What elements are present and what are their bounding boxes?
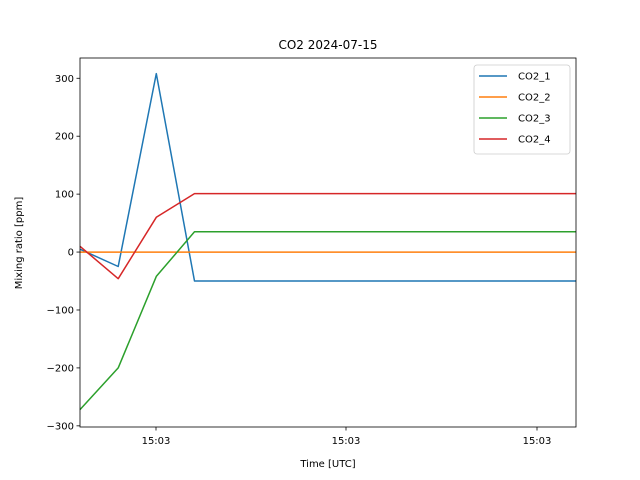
y-tick-label: 200 [55, 132, 74, 143]
y-tick-label: −200 [47, 363, 74, 374]
y-axis: −300 −200 −100 0 100 200 300 [47, 74, 80, 432]
x-tick-label: 15:03 [523, 436, 552, 447]
x-tick-label: 15:03 [332, 436, 361, 447]
plot-frame [79, 57, 577, 428]
legend: CO2_1 CO2_2 CO2_3 CO2_4 [473, 64, 571, 155]
legend-label-co2-2: CO2_2 [518, 93, 551, 104]
series-line-co2-3 [79, 231, 576, 411]
series-layer [79, 72, 576, 411]
chart-title: CO2 2024-07-15 [278, 38, 377, 52]
y-tick-label: −100 [47, 305, 74, 316]
y-tick-label: 100 [55, 190, 74, 201]
x-axis: 15:03 15:03 15:03 [142, 427, 552, 447]
series-line-co2-4 [79, 192, 576, 280]
y-tick-label: 0 [68, 248, 74, 259]
legend-label-co2-3: CO2_3 [518, 114, 551, 125]
legend-label-co2-1: CO2_1 [518, 72, 551, 83]
y-axis-label: Mixing ratio [ppm] [14, 197, 25, 290]
x-axis-label: Time [UTC] [299, 459, 355, 470]
legend-label-co2-4: CO2_4 [518, 135, 551, 146]
series-line-co2-1 [79, 72, 576, 282]
y-tick-label: 300 [55, 74, 74, 85]
x-tick-label: 15:03 [142, 436, 171, 447]
legend-box [473, 64, 571, 155]
y-tick-label: −300 [47, 421, 74, 432]
